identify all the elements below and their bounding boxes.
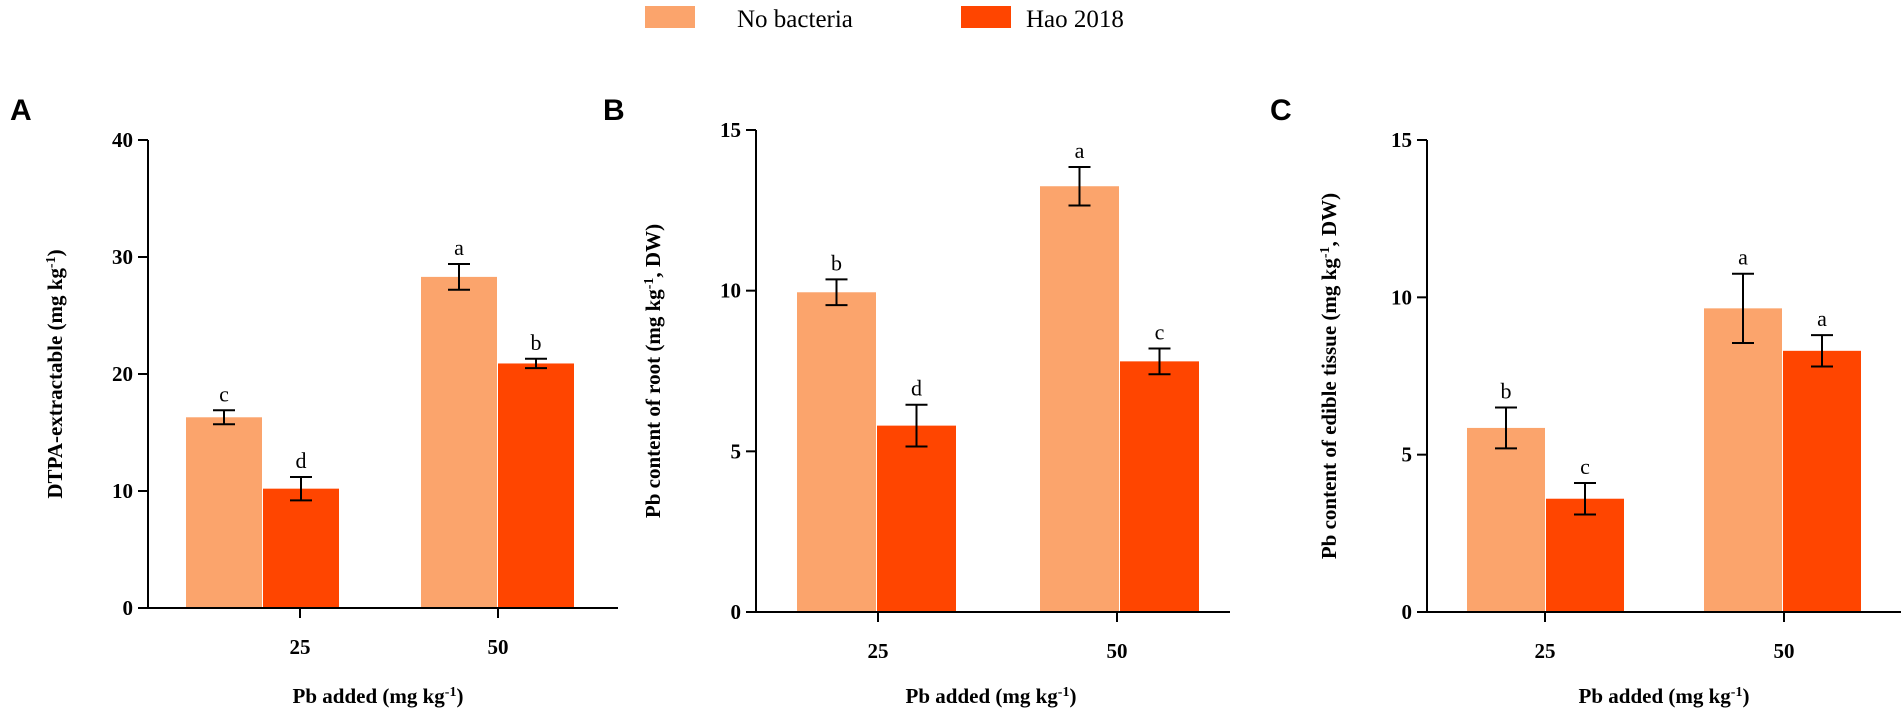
y-tick-label: 0	[731, 600, 742, 624]
x-axis-title: Pb added (mg kg-1)	[1579, 684, 1750, 708]
significance-label: b	[1501, 378, 1512, 403]
y-tick-label: 0	[1402, 600, 1413, 624]
y-tick-label: 10	[1391, 285, 1412, 309]
x-axis-title: Pb added (mg kg-1)	[293, 684, 464, 708]
y-axis-title: Pb content of edible tissue (mg kg-1, DW…	[1317, 193, 1341, 559]
bar	[1783, 350, 1861, 612]
x-tick-label: 25	[290, 635, 311, 659]
x-tick-label: 50	[488, 635, 509, 659]
significance-label: b	[831, 250, 842, 275]
legend-swatch-hao-2018	[961, 6, 1011, 28]
significance-label: b	[531, 330, 542, 355]
x-axis-title: Pb added (mg kg-1)	[906, 684, 1077, 708]
y-tick-label: 0	[123, 596, 134, 620]
y-tick-label: 5	[731, 439, 742, 463]
bar	[1467, 427, 1545, 612]
y-axis-title: DTPA-extractable (mg kg-1)	[43, 249, 67, 498]
panel-letter: A	[10, 94, 32, 127]
bar	[1120, 361, 1199, 612]
significance-label: d	[911, 376, 922, 401]
significance-label: a	[1817, 306, 1827, 331]
y-tick-label: 30	[112, 245, 133, 269]
bar	[1546, 498, 1624, 612]
significance-label: a	[454, 235, 464, 260]
significance-label: a	[1738, 245, 1748, 270]
panel-letter: C	[1270, 94, 1292, 127]
chart-panel-b: Bb a d c 0 5 10 15 25 50 Pb added (mg kg-1) Pb cont…	[603, 94, 1230, 708]
chart-panel-a: Ac a d b 0 10 20 30 40 25 50 Pb added (mg kg-1) DTPA…	[10, 94, 618, 708]
legend: No bacteria Hao 2018	[645, 6, 1124, 33]
bar	[797, 292, 876, 612]
legend-label-hao-2018: Hao 2018	[1026, 6, 1124, 33]
x-tick-label: 25	[1535, 639, 1556, 663]
bar	[263, 488, 339, 608]
y-tick-label: 10	[112, 479, 133, 503]
significance-label: a	[1075, 138, 1085, 163]
x-tick-label: 50	[1774, 639, 1795, 663]
y-tick-label: 20	[112, 362, 133, 386]
y-tick-label: 5	[1402, 443, 1413, 467]
y-tick-label: 15	[720, 118, 741, 142]
significance-label: d	[296, 448, 307, 473]
significance-label: c	[219, 381, 229, 406]
bar	[186, 417, 262, 608]
x-tick-label: 25	[868, 639, 889, 663]
bar	[1704, 308, 1782, 612]
significance-label: c	[1155, 320, 1165, 345]
y-tick-label: 10	[720, 279, 741, 303]
x-tick-label: 50	[1107, 639, 1128, 663]
bar	[877, 425, 956, 612]
significance-label: c	[1580, 454, 1590, 479]
legend-swatch-no-bacteria	[645, 6, 695, 28]
y-axis-title: Pb content of root (mg kg-1, DW)	[641, 224, 665, 518]
y-tick-label: 40	[112, 128, 133, 152]
bar	[498, 363, 574, 608]
bar	[1040, 186, 1119, 612]
y-tick-label: 15	[1391, 128, 1412, 152]
chart-panel-c: Cb a c a 0 5 10 15 25 50 Pb added (mg kg-1) Pb cont…	[1270, 94, 1901, 708]
bar	[421, 276, 497, 608]
legend-label-no-bacteria: No bacteria	[737, 6, 853, 33]
panel-letter: B	[603, 94, 625, 127]
